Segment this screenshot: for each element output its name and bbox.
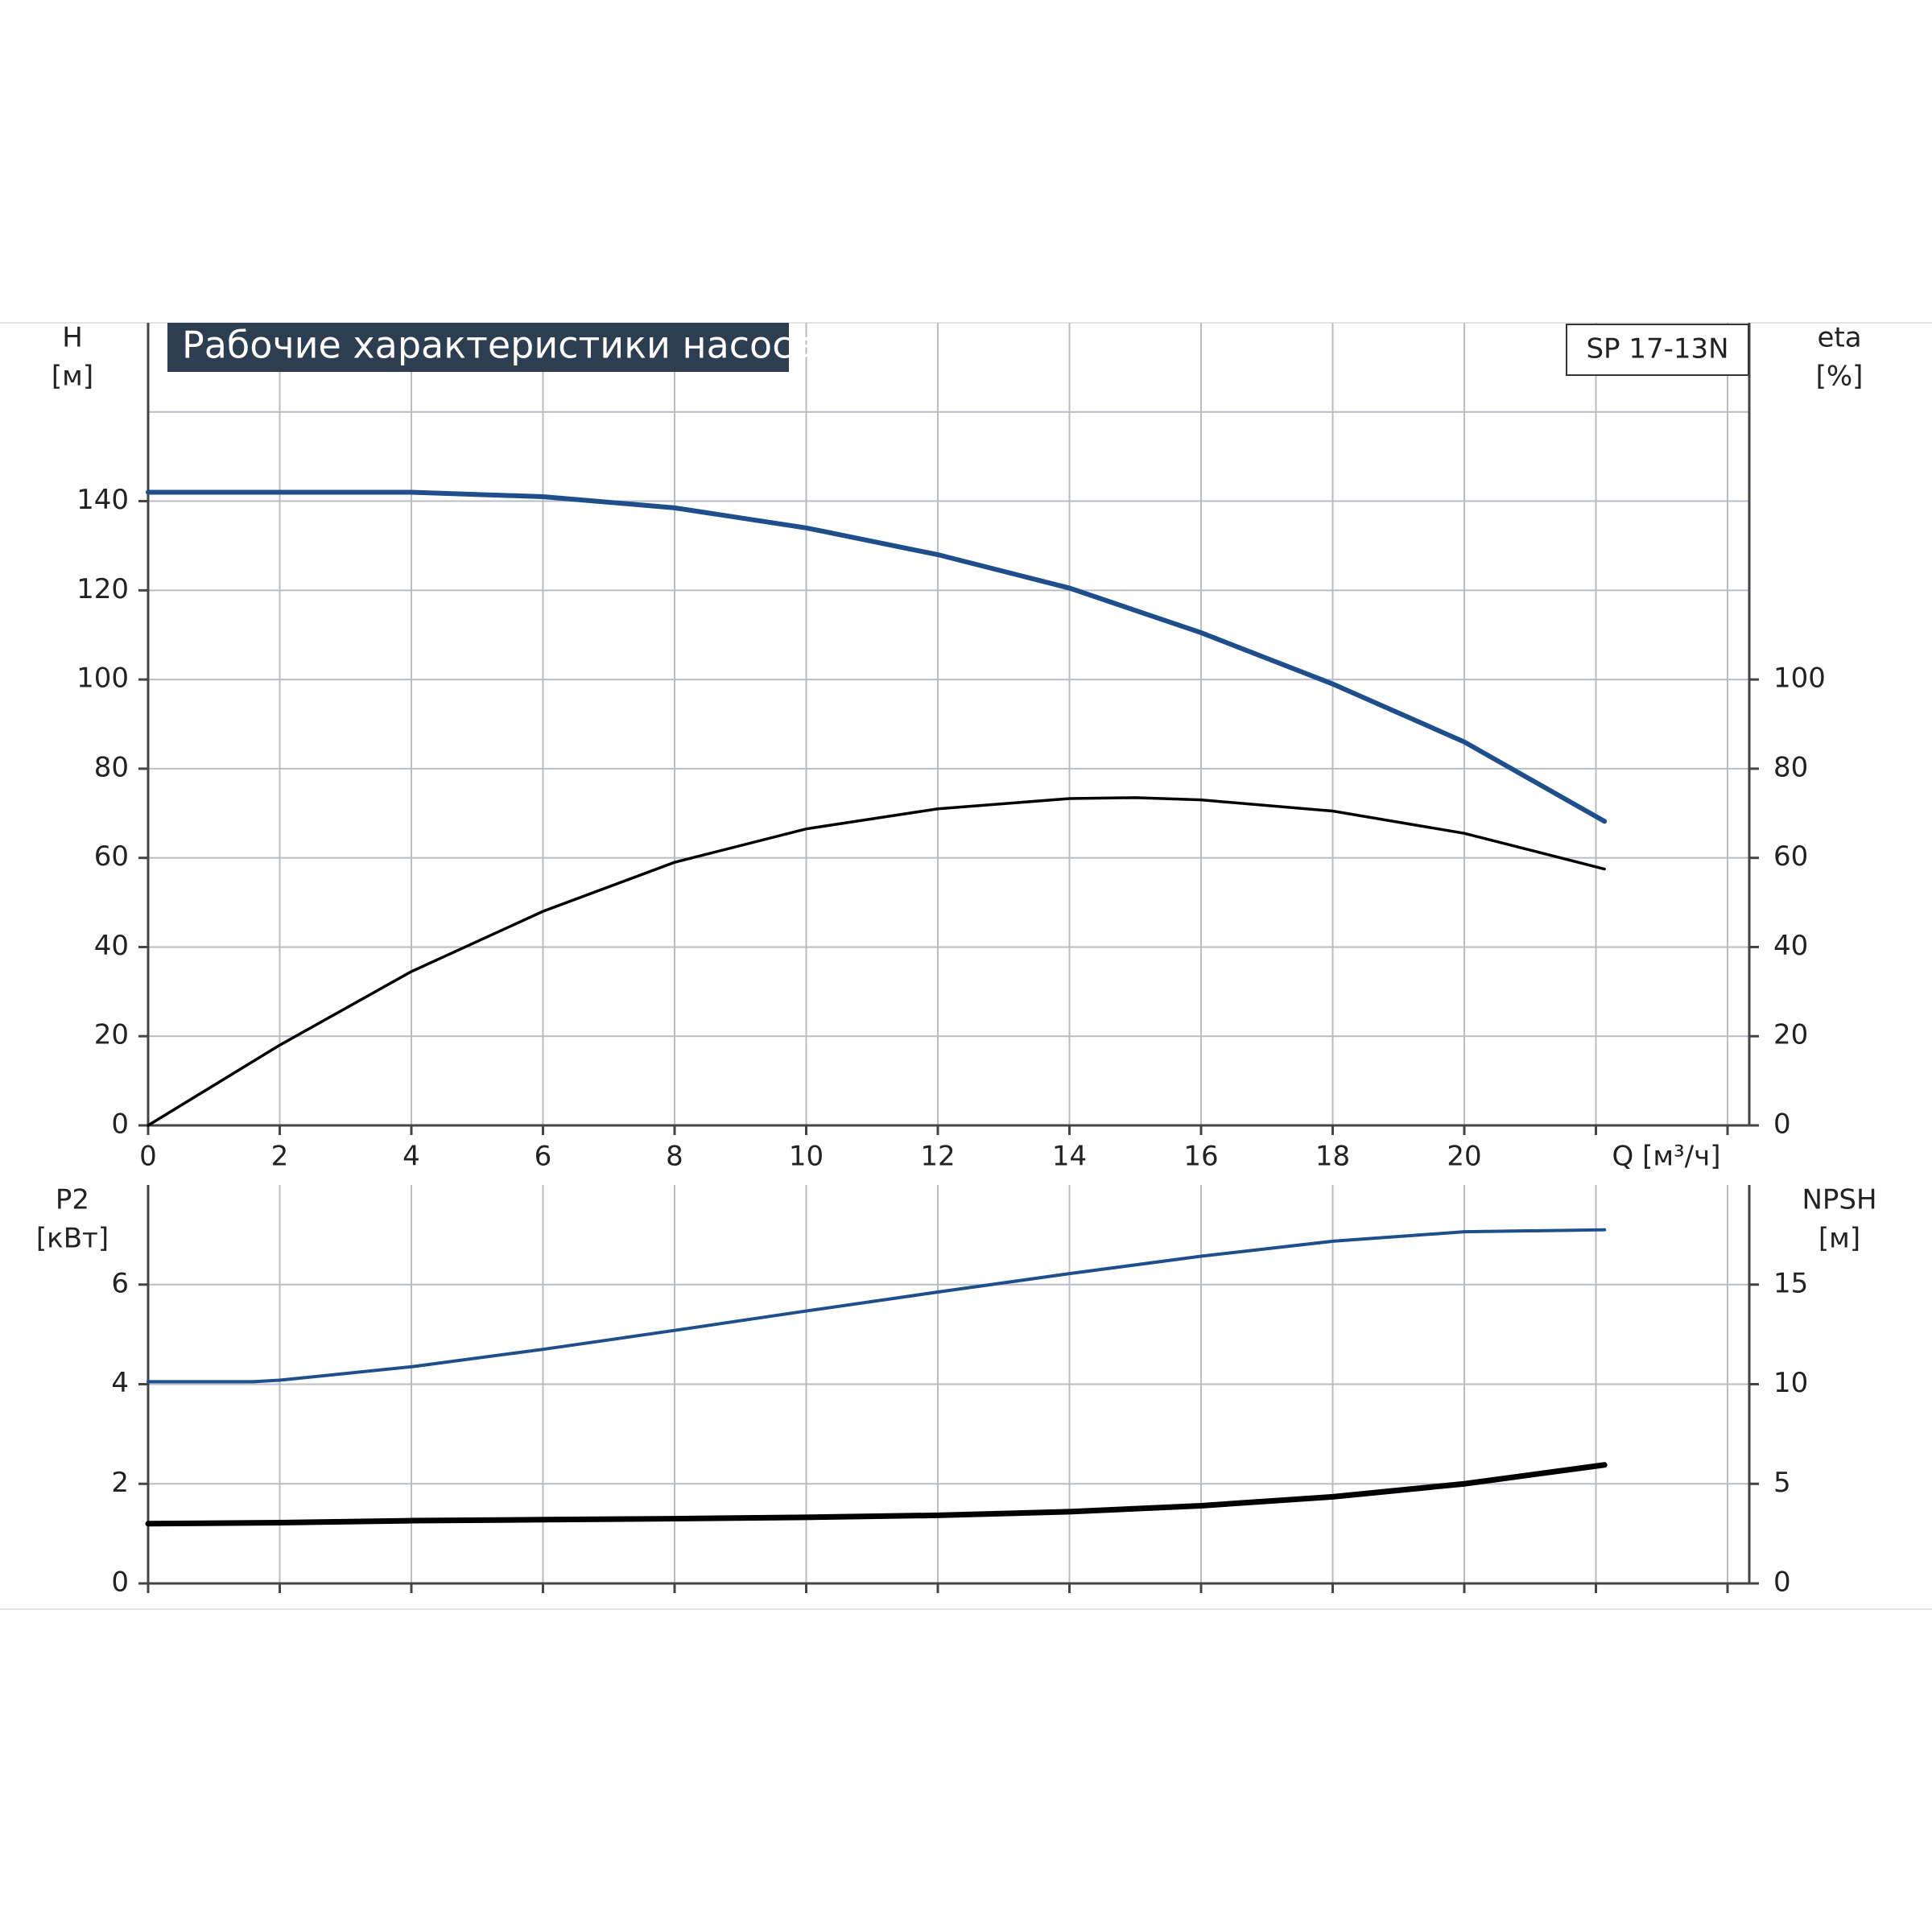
y-tick-label: 20 — [94, 1019, 129, 1051]
y-tick-label: 0 — [111, 1108, 129, 1141]
y2-tick-label: 40 — [1773, 930, 1808, 962]
series-line — [146, 489, 1608, 824]
y-tick-label: 80 — [94, 751, 129, 783]
x-tick-label: 16 — [1183, 1141, 1218, 1173]
y2-tick-label: 20 — [1773, 1019, 1808, 1051]
chart-title: Рабочие характеристики насоса — [182, 324, 815, 367]
x-tick-label: 4 — [402, 1141, 420, 1173]
y2-axis-label: [%] — [1816, 361, 1864, 393]
y2-tick-label: 0 — [1773, 1108, 1791, 1141]
y2-axis-label: eta — [1817, 322, 1861, 354]
x-tick-label: 18 — [1315, 1141, 1350, 1173]
y-tick-label: 4 — [111, 1367, 129, 1399]
x-tick-label: 14 — [1052, 1141, 1087, 1173]
y-axis-label: [кВт] — [36, 1223, 109, 1255]
series-line — [147, 1228, 1607, 1384]
y-axis-label: H — [62, 322, 83, 354]
y-tick-label: 40 — [94, 930, 129, 962]
y2-tick-label: 80 — [1773, 751, 1808, 783]
y2-tick-label: 100 — [1773, 663, 1826, 695]
y2-tick-label: 60 — [1773, 840, 1808, 873]
y-tick-label: 0 — [111, 1567, 129, 1599]
x-tick-label: 8 — [666, 1141, 683, 1173]
x-tick-label: 10 — [789, 1141, 824, 1173]
y-tick-label: 6 — [111, 1267, 129, 1299]
y-tick-label: 2 — [111, 1467, 129, 1499]
x-tick-label: 6 — [535, 1141, 552, 1173]
y-tick-label: 100 — [76, 663, 129, 695]
y2-axis-label: NPSH — [1802, 1184, 1876, 1216]
y-axis-label: [м] — [52, 361, 93, 393]
series-line — [147, 796, 1606, 1127]
x-tick-label: 2 — [271, 1141, 289, 1173]
x-tick-label: 12 — [920, 1141, 955, 1173]
y-tick-label: 120 — [76, 573, 129, 605]
annotation-box — [1566, 324, 1749, 376]
y2-tick-label: 5 — [1773, 1467, 1791, 1499]
x-axis-label: Q [м³/ч] — [1612, 1141, 1721, 1173]
y-tick-label: 140 — [76, 484, 129, 516]
x-tick-label: 20 — [1447, 1141, 1481, 1173]
x-tick-label: 0 — [139, 1141, 157, 1173]
y2-tick-label: 10 — [1773, 1367, 1808, 1399]
series-line — [145, 1462, 1608, 1527]
y2-axis-label: [м] — [1818, 1223, 1860, 1255]
y-tick-label: 60 — [94, 840, 129, 873]
y-axis-label: P2 — [56, 1184, 89, 1216]
title-box — [167, 323, 789, 372]
y2-tick-label: 15 — [1773, 1267, 1808, 1299]
annotation: SP 17-13N — [1586, 333, 1728, 365]
y2-tick-label: 0 — [1773, 1567, 1791, 1599]
